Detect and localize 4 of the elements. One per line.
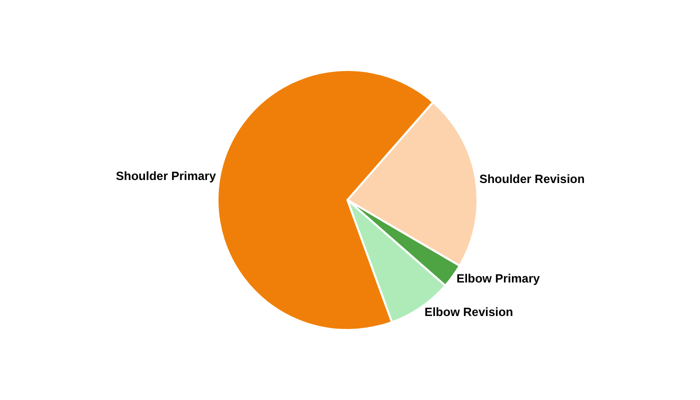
slice-label: Shoulder Revision [479,172,585,186]
slice-label: Elbow Revision [424,305,514,320]
slice-label: Elbow Primary [456,271,540,286]
slice-label: Shoulder Primary [116,168,216,183]
